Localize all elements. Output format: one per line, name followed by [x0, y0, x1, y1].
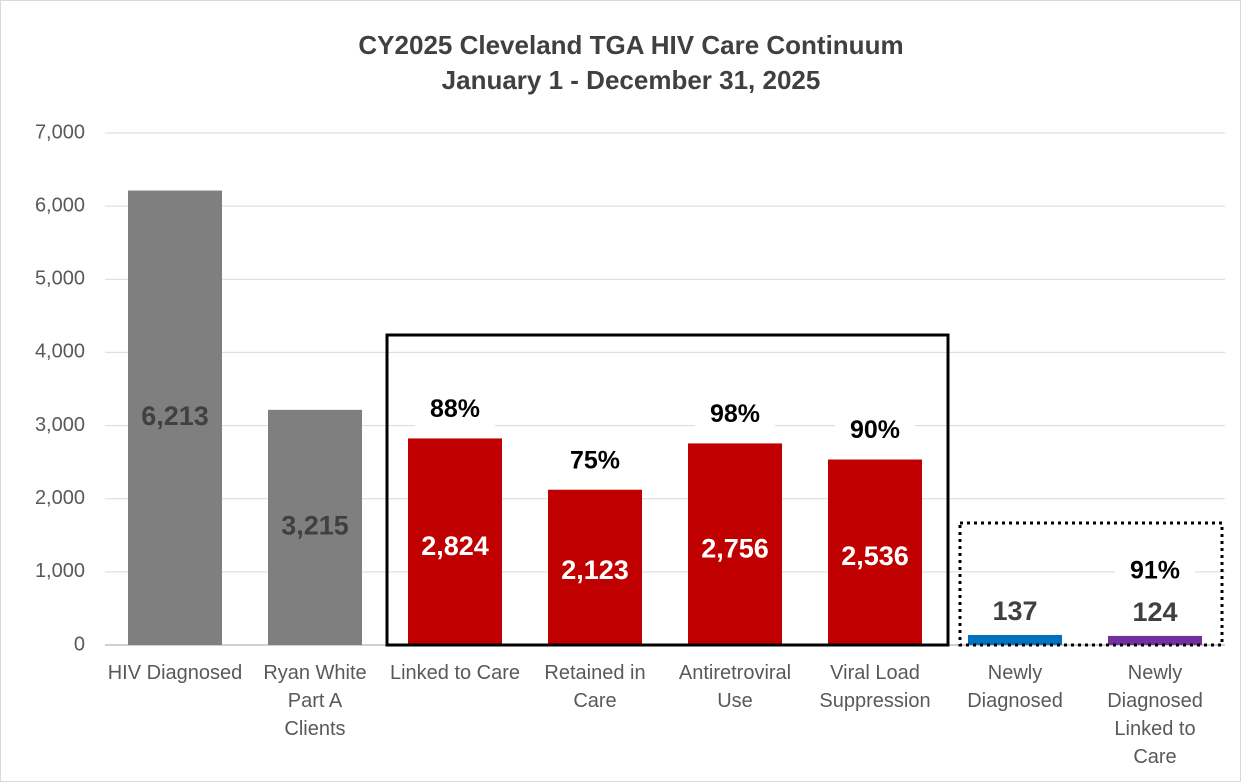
y-tick-label: 0 — [74, 633, 85, 655]
x-tick-label: Antiretroviral Use — [678, 662, 792, 712]
y-tick-label: 6,000 — [35, 194, 85, 216]
bar — [1108, 635, 1202, 645]
value-label: 2,123 — [561, 555, 629, 585]
labels: 6,213 3,215 2,824 88% 2,123 75% 2,756 98% 2,536 9… — [141, 394, 1195, 627]
x-tick-label: Retained in Care — [544, 662, 646, 712]
bar — [128, 190, 222, 646]
y-tick-label: 1,000 — [35, 560, 85, 582]
y-tick-label: 5,000 — [35, 268, 85, 290]
highlight-box-dotted — [958, 521, 1224, 647]
bar — [688, 443, 782, 645]
x-tick-label: HIV Diagnosed — [107, 662, 243, 684]
annotation-bg — [835, 415, 915, 448]
annotation-bg — [415, 394, 495, 427]
y-tick-label: 7,000 — [35, 121, 85, 143]
value-label: 6,213 — [141, 401, 209, 431]
x-tick-label: Viral Load Suppression — [819, 662, 931, 712]
y-tick-label: 3,000 — [35, 414, 85, 436]
value-label: 3,215 — [281, 511, 349, 541]
annotation-bg — [695, 399, 775, 432]
y-tick-label: 2,000 — [35, 487, 85, 509]
annotation: 90% — [850, 416, 900, 444]
annotation-bg — [555, 445, 635, 478]
highlight-box — [385, 333, 950, 647]
chart-subtitle: January 1 - December 31, 2025 — [442, 65, 821, 95]
annotation: 98% — [710, 400, 760, 428]
annotation: 88% — [430, 395, 480, 423]
annotation: 75% — [570, 446, 620, 474]
value-label: 137 — [992, 596, 1037, 626]
x-tick-label: Newly Diagnosed — [967, 662, 1063, 712]
x-tick-label: Ryan White Part A Clients — [263, 662, 367, 740]
value-label: 124 — [1132, 597, 1177, 627]
bar — [828, 459, 922, 645]
bar — [548, 489, 642, 645]
y-tick-label: 4,000 — [35, 341, 85, 363]
value-label: 2,824 — [421, 531, 489, 561]
x-tick-label: Linked to Care — [389, 662, 521, 684]
bars — [128, 190, 1202, 646]
annotation: 91% — [1130, 557, 1180, 585]
bar — [408, 438, 502, 645]
bar — [968, 634, 1062, 645]
x-tick-label: Newly Diagnosed Linked to Care — [1107, 662, 1203, 768]
bar — [268, 409, 362, 645]
annotation-bg — [1115, 556, 1195, 588]
chart-title: CY2025 Cleveland TGA HIV Care Continuum — [358, 30, 903, 60]
value-label: 2,756 — [701, 533, 769, 563]
value-label: 2,536 — [841, 541, 909, 571]
